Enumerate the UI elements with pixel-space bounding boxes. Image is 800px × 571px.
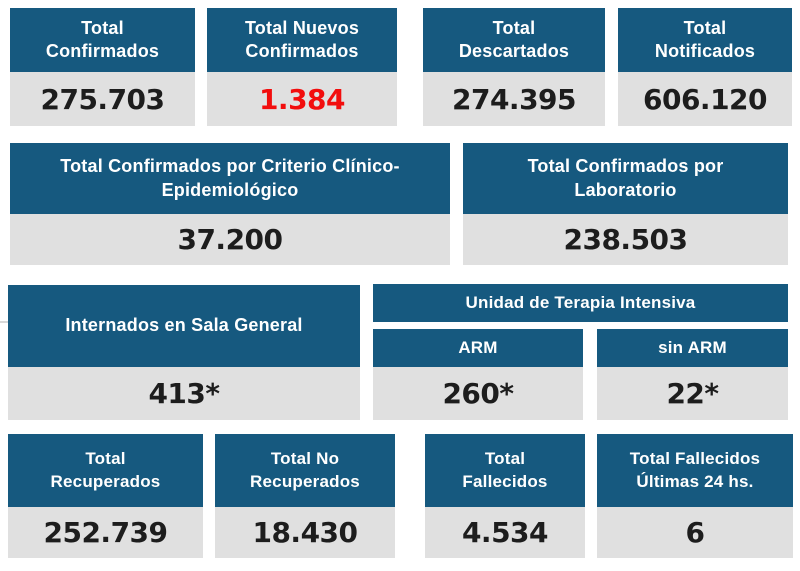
card-total-notificados-body: 606.120 <box>618 72 792 126</box>
card-total-notificados: Total Notificados 606.120 <box>618 8 792 126</box>
card-internados-sala-general: Internados en Sala General 413* <box>8 285 360 420</box>
card-confirmados-laboratorio-value: 238.503 <box>563 223 688 256</box>
icu-section-header: Unidad de Terapia Intensiva <box>373 284 788 322</box>
card-total-no-recuperados-label: Total No Recuperados <box>250 449 360 491</box>
card-confirmados-laboratorio-label: Total Confirmados por Laboratorio <box>527 156 724 200</box>
card-icu-sin-arm-header: sin ARM <box>597 329 788 367</box>
card-confirmados-criterio-clinico-body: 37.200 <box>10 214 450 265</box>
card-total-confirmados-header: Total Confirmados <box>10 8 195 72</box>
card-total-no-recuperados: Total No Recuperados 18.430 <box>215 434 395 558</box>
card-total-fallecidos-24hs-header: Total Fallecidos Últimas 24 hs. <box>597 434 793 507</box>
card-total-fallecidos-body: 4.534 <box>425 507 585 558</box>
card-total-nuevos-confirmados-header: Total Nuevos Confirmados <box>207 8 397 72</box>
card-confirmados-criterio-clinico: Total Confirmados por Criterio Clínico- … <box>10 143 450 265</box>
card-icu-sin-arm-value: 22* <box>666 377 719 410</box>
card-total-fallecidos: Total Fallecidos 4.534 <box>425 434 585 558</box>
icu-section: Unidad de Terapia Intensiva ARM 260* sin… <box>373 284 788 420</box>
card-total-recuperados-label: Total Recuperados <box>50 449 161 491</box>
card-icu-arm-value: 260* <box>442 377 514 410</box>
card-total-nuevos-confirmados-label: Total Nuevos Confirmados <box>244 17 360 61</box>
card-total-descartados: Total Descartados 274.395 <box>423 8 605 126</box>
card-icu-sin-arm-body: 22* <box>597 367 788 420</box>
card-total-notificados-label: Total Notificados <box>654 17 756 61</box>
card-confirmados-laboratorio: Total Confirmados por Laboratorio 238.50… <box>463 143 788 265</box>
card-confirmados-laboratorio-header: Total Confirmados por Laboratorio <box>463 143 788 214</box>
card-confirmados-criterio-clinico-value: 37.200 <box>177 223 283 256</box>
card-icu-arm: ARM 260* <box>373 329 583 420</box>
card-total-notificados-header: Total Notificados <box>618 8 792 72</box>
card-total-nuevos-confirmados-value: 1.384 <box>258 82 346 116</box>
icu-section-label: Unidad de Terapia Intensiva <box>465 293 696 312</box>
card-total-descartados-header: Total Descartados <box>423 8 605 72</box>
card-internados-sala-general-body: 413* <box>8 367 360 420</box>
card-total-fallecidos-24hs-label: Total Fallecidos Últimas 24 hs. <box>629 449 761 491</box>
card-confirmados-laboratorio-body: 238.503 <box>463 214 788 265</box>
card-total-fallecidos-24hs-body: 6 <box>597 507 793 558</box>
card-total-recuperados-body: 252.739 <box>8 507 203 558</box>
card-total-no-recuperados-body: 18.430 <box>215 507 395 558</box>
card-total-confirmados-label: Total Confirmados <box>45 17 160 61</box>
page-edge-mark <box>0 321 8 323</box>
card-total-confirmados-body: 275.703 <box>10 72 195 126</box>
card-internados-sala-general-label: Internados en Sala General <box>65 315 303 336</box>
card-internados-sala-general-value: 413* <box>148 377 220 410</box>
card-total-confirmados: Total Confirmados 275.703 <box>10 8 195 126</box>
card-total-descartados-body: 274.395 <box>423 72 605 126</box>
card-total-recuperados: Total Recuperados 252.739 <box>8 434 203 558</box>
card-internados-sala-general-header: Internados en Sala General <box>8 285 360 367</box>
card-confirmados-criterio-clinico-label: Total Confirmados por Criterio Clínico- … <box>60 156 400 200</box>
card-total-fallecidos-label: Total Fallecidos <box>462 449 548 491</box>
card-icu-arm-label: ARM <box>458 337 498 357</box>
card-total-descartados-value: 274.395 <box>451 82 577 116</box>
card-total-descartados-label: Total Descartados <box>458 17 570 61</box>
card-total-fallecidos-24hs: Total Fallecidos Últimas 24 hs. 6 <box>597 434 793 558</box>
card-total-nuevos-confirmados: Total Nuevos Confirmados 1.384 <box>207 8 397 126</box>
card-confirmados-criterio-clinico-header: Total Confirmados por Criterio Clínico- … <box>10 143 450 214</box>
card-total-recuperados-value: 252.739 <box>43 516 168 549</box>
card-total-confirmados-value: 275.703 <box>40 82 165 116</box>
card-icu-sin-arm-label: sin ARM <box>658 337 727 357</box>
card-icu-arm-body: 260* <box>373 367 583 420</box>
card-total-no-recuperados-header: Total No Recuperados <box>215 434 395 507</box>
card-total-recuperados-header: Total Recuperados <box>8 434 203 507</box>
card-total-fallecidos-header: Total Fallecidos <box>425 434 585 507</box>
card-total-nuevos-confirmados-body: 1.384 <box>207 72 397 126</box>
icu-columns: ARM 260* sin ARM 22* <box>373 329 788 420</box>
card-icu-arm-header: ARM <box>373 329 583 367</box>
card-total-fallecidos-value: 4.534 <box>461 516 549 549</box>
card-total-notificados-value: 606.120 <box>642 82 768 116</box>
card-icu-sin-arm: sin ARM 22* <box>597 329 788 420</box>
card-total-fallecidos-24hs-value: 6 <box>685 516 705 549</box>
card-total-no-recuperados-value: 18.430 <box>252 516 358 549</box>
